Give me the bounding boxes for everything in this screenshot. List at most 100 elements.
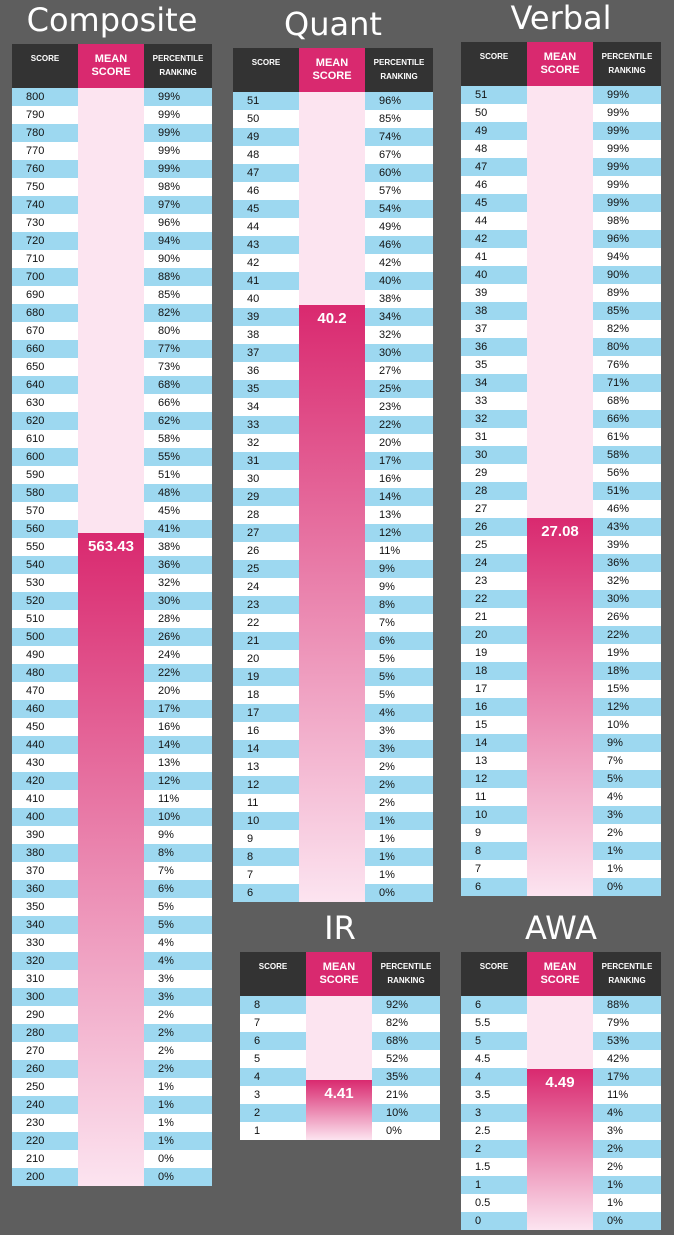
percentile-cell: 43% [593, 518, 661, 536]
score-cell: 21 [475, 611, 488, 623]
percentile-cell: 85% [379, 113, 402, 125]
table-row: 42 42% [233, 254, 433, 272]
percentile-cell: 30% [365, 344, 433, 362]
table-row: 37 82% [461, 320, 661, 338]
percentile-cell: 92% [372, 996, 440, 1014]
score-cell: 350 [26, 901, 45, 913]
table-row: 290 2% [12, 1006, 212, 1024]
score-cell: 450 [26, 721, 45, 733]
table-row: 510 28% [12, 610, 212, 628]
percentile-cell: 99% [593, 158, 661, 176]
score-cell: 800 [12, 88, 78, 106]
score-cell: 380 [12, 844, 78, 862]
percentile-cell: 82% [607, 323, 630, 335]
score-cell: 580 [12, 484, 78, 502]
score-cell: 620 [12, 412, 78, 430]
score-cell: 26 [461, 518, 527, 536]
score-cell: 210 [26, 1153, 45, 1165]
score-cell: 29 [233, 488, 299, 506]
percentile-cell: 9% [158, 829, 174, 841]
percentile-cell: 0% [158, 1153, 174, 1165]
table-row: 50 99% [461, 104, 661, 122]
score-cell: 33 [475, 395, 488, 407]
score-cell: 530 [26, 577, 45, 589]
percentile-cell: 4% [365, 704, 433, 722]
percentile-cell: 39% [607, 539, 630, 551]
awa-table: SCORE MEAN SCORE PERCENTILE RANKING 6 88%… [461, 952, 661, 1230]
score-cell: 6 [461, 878, 527, 896]
table-row: 590 51% [12, 466, 212, 484]
percentile-cell: 14% [144, 736, 212, 754]
table-row: 3 21% [240, 1086, 440, 1104]
percentile-cell: 32% [158, 577, 181, 589]
score-cell: 0.5 [475, 1197, 491, 1209]
percentile-cell: 9% [365, 560, 433, 578]
table-row: 9 1% [233, 830, 433, 848]
percentile-cell: 22% [144, 664, 212, 682]
table-row: 270 2% [12, 1042, 212, 1060]
percentile-cell: 6% [365, 632, 433, 650]
table-row: 18 5% [233, 686, 433, 704]
table-row: 44 49% [233, 218, 433, 236]
percentile-cell: 0% [144, 1168, 212, 1186]
header-percentile: PERCENTILE RANKING [144, 44, 212, 88]
percentile-cell: 94% [607, 251, 630, 263]
score-cell: 17 [475, 683, 488, 695]
score-cell: 51 [233, 92, 299, 110]
percentile-cell: 7% [158, 865, 174, 877]
score-cell: 26 [247, 545, 260, 557]
score-cell: 470 [26, 685, 45, 697]
score-cell: 22 [247, 617, 260, 629]
table-row: 610 58% [12, 430, 212, 448]
score-cell: 31 [475, 431, 488, 443]
percentile-cell: 99% [144, 160, 212, 178]
score-cell: 5 [254, 1053, 261, 1065]
percentile-cell: 11% [158, 793, 180, 805]
score-cell: 10 [233, 812, 299, 830]
score-cell: 14 [233, 740, 299, 758]
percentile-cell: 32% [607, 575, 630, 587]
percentile-cell: 66% [158, 397, 181, 409]
score-cell: 41 [475, 251, 488, 263]
percentile-cell: 80% [158, 325, 181, 337]
percentile-cell: 79% [607, 1017, 630, 1029]
score-cell: 730 [26, 217, 45, 229]
percentile-cell: 54% [365, 200, 433, 218]
percentile-cell: 45% [158, 505, 181, 517]
percentile-cell: 68% [607, 395, 630, 407]
table-row: 330 4% [12, 934, 212, 952]
percentile-cell: 51% [593, 482, 661, 500]
table-row: 48 99% [461, 140, 661, 158]
score-cell: 1 [461, 1176, 527, 1194]
score-cell: 260 [12, 1060, 78, 1078]
score-cell: 3 [254, 1089, 261, 1101]
score-cell: 41 [233, 272, 299, 290]
table-row: 15 10% [461, 716, 661, 734]
quant-table: SCORE MEAN SCORE PERCENTILE RANKING 51 96… [233, 48, 433, 902]
header-percentile: PERCENTILE RANKING [593, 952, 661, 996]
score-cell: 330 [26, 937, 45, 949]
percentile-cell: 71% [593, 374, 661, 392]
score-cell: 11 [475, 791, 487, 803]
percentile-cell: 16% [158, 721, 181, 733]
score-cell: 320 [12, 952, 78, 970]
percentile-cell: 11% [607, 1089, 629, 1101]
score-cell: 360 [12, 880, 78, 898]
score-cell: 15 [475, 719, 488, 731]
score-cell: 640 [12, 376, 78, 394]
score-cell: 44 [475, 215, 488, 227]
score-cell: 47 [233, 164, 299, 182]
percentile-cell: 17% [593, 1068, 661, 1086]
score-cell: 29 [475, 467, 488, 479]
table-row: 48 67% [233, 146, 433, 164]
percentile-cell: 42% [379, 257, 402, 269]
table-header: SCORE MEAN SCORE PERCENTILE RANKING [12, 44, 212, 88]
score-cell: 51 [461, 86, 527, 104]
percentile-cell: 1% [607, 863, 623, 875]
percentile-cell: 16% [379, 473, 402, 485]
table-row: 430 13% [12, 754, 212, 772]
table-row: 34 23% [233, 398, 433, 416]
score-cell: 770 [26, 145, 45, 157]
score-cell: 9 [247, 833, 254, 845]
score-cell: 240 [12, 1096, 78, 1114]
